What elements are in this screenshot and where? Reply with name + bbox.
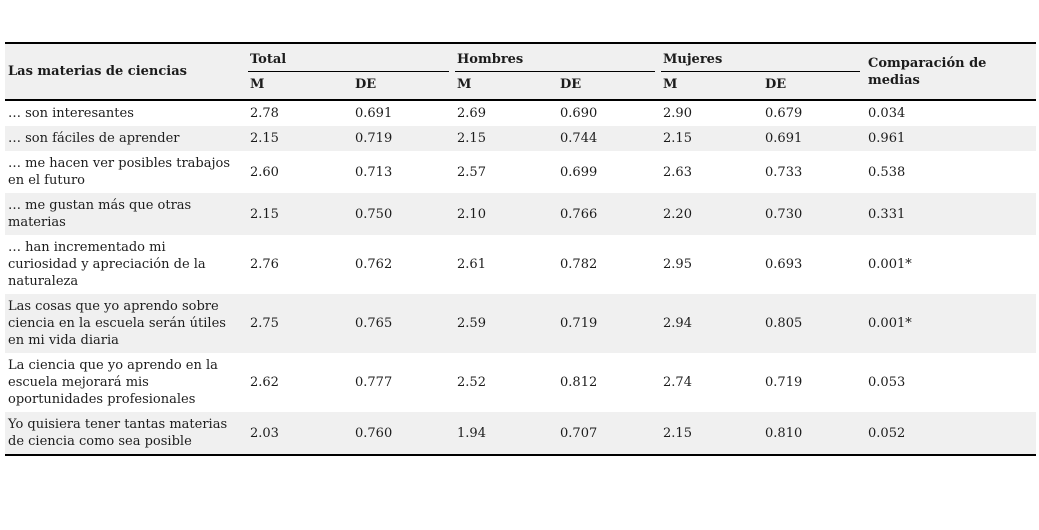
table-row: … son fáciles de aprender 2.15 0.719 2.15 0.… [5, 126, 1037, 151]
cell-value: 2.15 [661, 412, 764, 456]
subheader-mujeres-de: DE [763, 72, 867, 101]
statistics-table-container: Las materias de ciencias Total Hombres M… [5, 42, 1037, 456]
subheader-total-m: M [248, 72, 353, 101]
cell-value: 0.760 [353, 412, 456, 456]
cell-value: 0.719 [560, 316, 598, 331]
table-row: … han incrementado mi curiosidad y aprec… [5, 235, 1036, 294]
cell-value: 0.766 [560, 206, 598, 222]
comparison-column-header: Comparación de medias [866, 43, 1037, 101]
table-row: … son interesantes 2.78 0.691 2.69 0.690 2.90… [5, 100, 1036, 126]
table-row: Las cosas que yo aprendo sobre ciencia e… [5, 294, 1037, 353]
cell-value: 0.699 [560, 164, 598, 180]
row-item-label: … me hacen ver posibles trabajos en el f… [8, 156, 231, 188]
cell-value: 0.707 [558, 412, 662, 456]
cell-value: 2.15 [250, 206, 279, 222]
cell-value: 0.730 [765, 206, 803, 222]
cell-value: 0.691 [765, 131, 803, 146]
item-column-header: Las materias de ciencias [5, 43, 248, 101]
cell-value: 2.57 [457, 164, 486, 180]
cell-value: 2.95 [663, 257, 692, 272]
cell-value: 0.001* [868, 257, 912, 272]
row-item-label: Las cosas que yo aprendo sobre ciencia e… [8, 299, 226, 348]
cell-value: 2.15 [663, 131, 692, 146]
group-header-mujeres: Mujeres [661, 43, 866, 72]
subheader-hombres-m: M [455, 72, 559, 101]
cell-value: 0.034 [868, 106, 906, 121]
cell-value: 2.69 [457, 106, 486, 121]
subheader-total-de: DE [353, 72, 456, 101]
row-item-label: … han incrementado mi curiosidad y aprec… [8, 240, 206, 289]
cell-value: 2.20 [663, 206, 692, 222]
cell-value: 2.62 [250, 375, 279, 390]
cell-value: 0.719 [355, 131, 393, 146]
row-item-label: … me gustan más que otras materias [8, 198, 192, 230]
cell-value: 2.15 [457, 131, 486, 146]
subheader-row: M DE M DE M DE [5, 72, 1036, 101]
cell-value: 2.75 [250, 316, 279, 331]
cell-value: 0.810 [763, 412, 867, 456]
science-attitudes-table: Las materias de ciencias Total Hombres M… [5, 42, 1037, 456]
group-header-row: Las materias de ciencias Total Hombres M… [5, 43, 1037, 101]
row-item-label: La ciencia que yo aprendo en la escuela … [8, 358, 218, 407]
cell-value: 2.74 [663, 375, 692, 390]
cell-value: 0.812 [560, 375, 598, 390]
subheader-hombres-de: DE [558, 72, 662, 101]
cell-value: 1.94 [455, 412, 559, 456]
cell-value: 2.52 [457, 375, 486, 390]
cell-value: 0.679 [765, 106, 803, 121]
cell-value: 0.690 [560, 106, 598, 121]
cell-value: 2.15 [250, 131, 279, 146]
cell-value: 0.719 [765, 375, 803, 390]
cell-value: 0.777 [355, 375, 393, 390]
cell-value: 0.053 [868, 375, 906, 390]
group-header-hombres: Hombres [455, 43, 661, 72]
row-item-label: … son fáciles de aprender [8, 131, 180, 146]
table-row: … me gustan más que otras materias 2.15 0.… [5, 193, 1037, 235]
cell-value: 0.744 [560, 131, 598, 146]
cell-value: 2.10 [457, 206, 486, 222]
cell-value: 0.762 [355, 257, 393, 272]
cell-value: 0.691 [355, 106, 393, 121]
table-row: … me hacen ver posibles trabajos en el f… [5, 151, 1036, 193]
cell-value: 2.90 [663, 106, 692, 121]
cell-value: 2.63 [663, 164, 692, 180]
cell-value: 0.782 [560, 257, 598, 272]
cell-value: 2.94 [663, 316, 692, 331]
table-row: La ciencia que yo aprendo en la escuela … [5, 353, 1036, 412]
row-item-label: … son interesantes [8, 106, 134, 121]
group-header-hombres-label: Hombres [455, 44, 656, 72]
cell-value: 2.03 [248, 412, 353, 456]
cell-value: 2.76 [250, 257, 279, 272]
cell-value: 2.78 [250, 106, 279, 121]
cell-value: 2.59 [457, 316, 486, 331]
cell-value: 2.60 [250, 164, 279, 180]
cell-value: 0.331 [868, 206, 906, 222]
subheader-mujeres-m: M [661, 72, 764, 101]
cell-value: 0.750 [355, 206, 393, 222]
cell-value: 0.001* [868, 316, 912, 331]
cell-value: 0.805 [765, 316, 803, 331]
table-row: Yo quisiera tener tantas materias de cie… [5, 412, 1037, 456]
group-header-total-label: Total [248, 44, 450, 72]
row-item-label: Yo quisiera tener tantas materias de cie… [5, 412, 248, 456]
cell-value: 0.733 [765, 164, 803, 180]
table-header: Las materias de ciencias Total Hombres M… [5, 43, 1037, 101]
cell-value: 0.961 [868, 131, 906, 146]
cell-value: 0.713 [355, 164, 393, 180]
group-header-mujeres-label: Mujeres [661, 44, 861, 72]
cell-value: 0.765 [355, 316, 393, 331]
cell-value: 0.538 [868, 164, 906, 180]
cell-value: 2.61 [457, 257, 486, 272]
cell-value: 0.052 [866, 412, 1037, 456]
table-body: … son interesantes 2.78 0.691 2.69 0.690 2.90… [5, 100, 1037, 456]
group-header-total: Total [248, 43, 455, 72]
cell-value: 0.693 [765, 257, 803, 272]
